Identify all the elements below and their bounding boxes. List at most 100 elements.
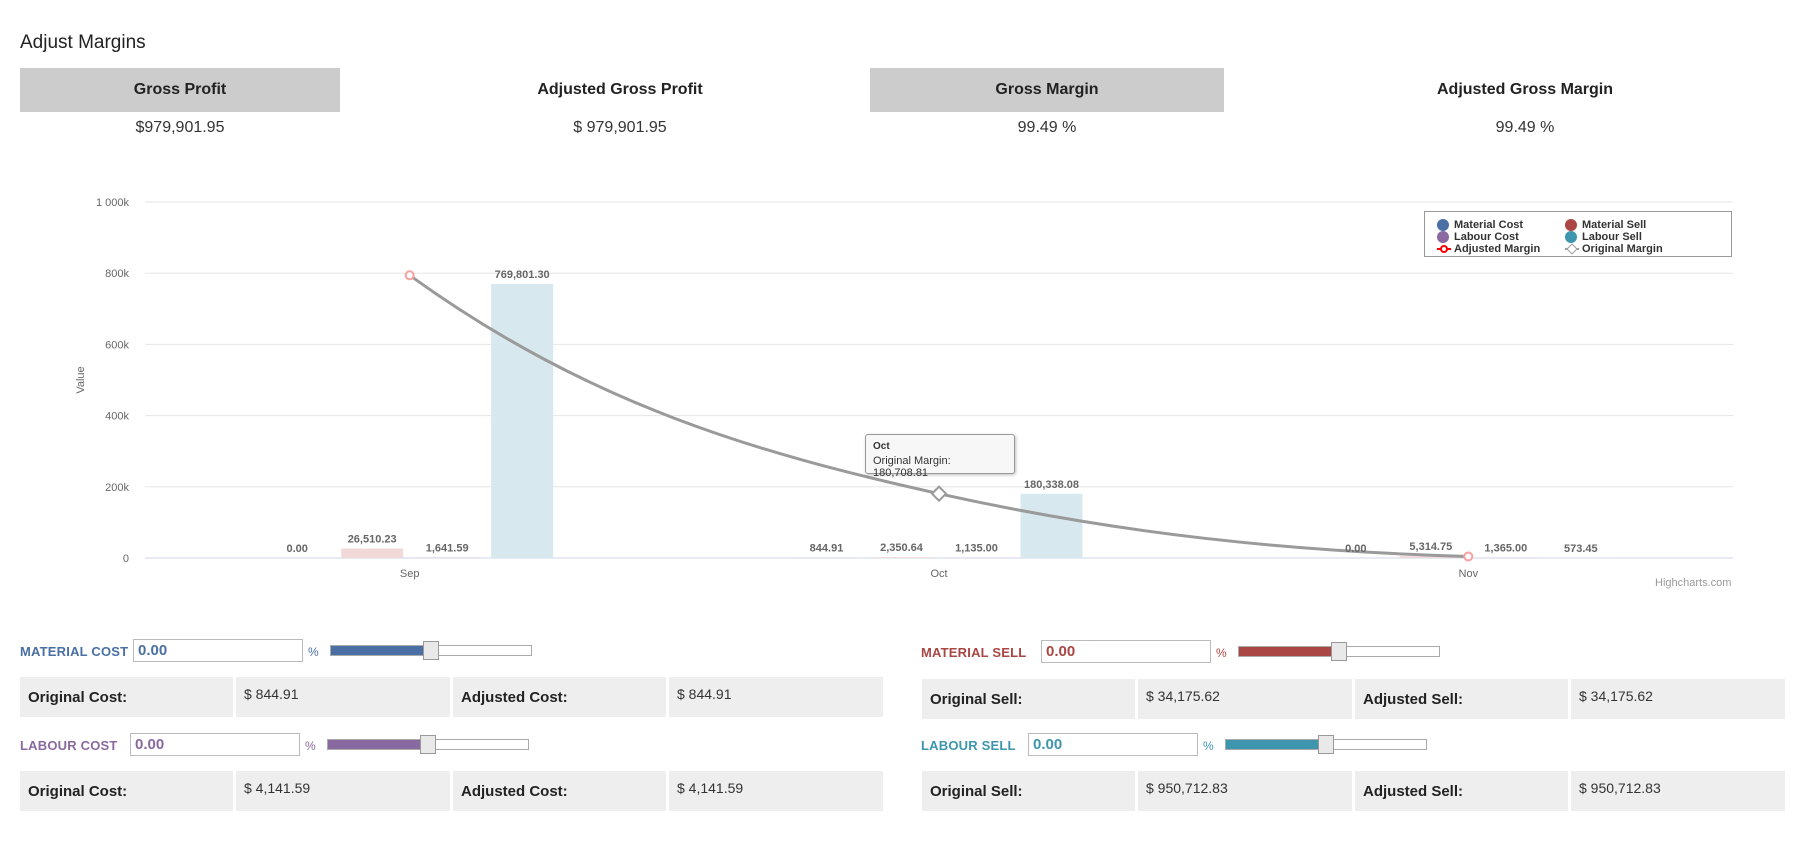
legend-label: Original Margin [1582,243,1663,255]
bar-value-label: 26,510.23 [348,534,397,546]
gross-profit-label: Gross Profit [20,68,340,112]
y-tick-label: 400k [105,411,129,423]
gross-margin-value: 99.49 % [1017,119,1077,136]
labour-sell-original-box: Original Sell: [922,771,1135,811]
original-cost-label: Original Cost: [28,689,128,706]
material-cost-label: MATERIAL COST [20,644,129,659]
y-tick-label: 600k [105,339,129,351]
y-tick-label: 800k [105,268,129,280]
legend-dot-icon [1437,231,1449,243]
legend-label: Material Sell [1582,219,1647,231]
adjusted-cost-label: Adjusted Cost: [461,783,568,800]
bar [870,557,933,558]
original-cost-value: $ 4,141.59 [244,780,311,796]
adjusted-gross-profit-value: $ 979,901.95 [573,119,667,136]
labour-cost-percent-input[interactable] [130,733,300,756]
slider-handle[interactable] [420,735,436,754]
bar-value-label: 5,314.75 [1409,541,1452,553]
original-sell-label: Original Sell: [930,691,1023,708]
labour-sell-adjusted-value-box: $ 950,712.83 [1571,771,1785,811]
bar-value-label: 1,641.59 [426,542,469,554]
labour-cost-adjusted-box: Adjusted Cost: [453,771,666,811]
adjusted-sell-value: $ 950,712.83 [1579,780,1661,796]
bar [341,548,404,558]
adjusted-margin-point [404,270,415,281]
adjusted-cost-value: $ 4,141.59 [677,780,744,796]
material-sell-percent-sign: % [1216,646,1227,660]
original-margin-point-hover [930,485,948,503]
legend-dot-icon [1565,231,1577,243]
labour-sell-percent-sign: % [1203,739,1214,753]
chart-tooltip: Oct Original Margin: 180,708.81 [865,434,1015,479]
labour-cost-original-box: Original Cost: [20,771,233,811]
adjusted-sell-label: Adjusted Sell: [1363,783,1464,800]
gross-profit-value: $979,901.95 [135,119,225,136]
chart-legend: Material Cost Material Sell Labour Cost … [1424,211,1732,257]
labour-cost-label: LABOUR COST [20,738,118,753]
labour-sell-slider[interactable] [1225,735,1427,754]
labour-cost-original-value-box: $ 4,141.59 [236,771,450,811]
bar [416,557,479,558]
page-title: Adjust Margins [20,32,146,53]
bar-value-label: 180,338.08 [1024,479,1079,491]
legend-dot-icon [1565,219,1577,231]
material-cost-adjusted-box: Adjusted Cost: [453,677,666,717]
adjusted-gross-margin-label: Adjusted Gross Margin [1436,81,1614,98]
legend-dot-icon [1437,219,1449,231]
material-cost-percent-sign: % [308,645,319,659]
material-sell-adjusted-box: Adjusted Sell: [1355,679,1568,719]
labour-cost-slider[interactable] [327,735,529,754]
x-tick-label: Sep [400,568,420,580]
highcharts-credit[interactable]: Highcharts.com [1655,577,1732,589]
slider-fill [328,740,428,749]
original-cost-value: $ 844.91 [244,686,299,702]
material-sell-adjusted-value-box: $ 34,175.62 [1571,679,1785,719]
y-axis-title: Value [75,366,87,393]
slider-handle[interactable] [1318,735,1334,754]
adjusted-sell-label: Adjusted Sell: [1363,691,1464,708]
bar-value-label: 2,350.64 [880,542,924,554]
adjusted-gross-profit-card: Adjusted Gross Profit $ 979,901.95 [440,68,800,137]
tooltip-text: Original Margin: 180,708.81 [873,455,951,479]
bar [1020,493,1083,558]
x-tick-label: Nov [1459,568,1479,580]
bar-value-label: 573.45 [1564,543,1598,555]
material-cost-slider[interactable] [330,641,532,660]
legend-label: Labour Cost [1454,231,1519,243]
gross-profit-card: Gross Profit $979,901.95 [20,68,340,137]
bar-value-label: 1,365.00 [1484,543,1527,555]
y-tick-label: 200k [105,482,129,494]
slider-fill [331,646,431,655]
labour-sell-percent-input[interactable] [1028,733,1198,756]
material-sell-original-value-box: $ 34,175.62 [1138,679,1352,719]
legend-label: Labour Sell [1582,231,1642,243]
adjusted-gross-margin-value: 99.49 % [1495,119,1555,136]
y-tick-label: 0 [123,553,129,565]
legend-marker-icon [1566,243,1578,255]
material-cost-original-value-box: $ 844.91 [236,677,450,717]
bar [1399,556,1462,558]
legend-marker-icon [1440,245,1448,253]
bar-value-label: 0.00 [286,543,307,555]
labour-sell-label: LABOUR SELL [921,738,1016,753]
margins-chart: 0 200k 400k 600k 800k 1 000k Value Sep Oct Nov 0.0… [75,197,1733,580]
labour-sell-original-value-box: $ 950,712.83 [1138,771,1352,811]
original-sell-value: $ 950,712.83 [1146,780,1228,796]
slider-fill [1239,647,1339,656]
material-sell-slider[interactable] [1238,642,1440,661]
slider-handle[interactable] [1331,642,1347,661]
x-tick-label: Oct [930,568,947,580]
material-sell-original-box: Original Sell: [922,679,1135,719]
tooltip-title: Oct [873,441,890,452]
material-cost-percent-input[interactable] [133,639,303,662]
adjusted-gross-margin-card: Adjusted Gross Margin 99.49 % [1310,68,1740,137]
original-cost-label: Original Cost: [28,783,128,800]
labour-sell-adjusted-box: Adjusted Sell: [1355,771,1568,811]
slider-fill [1226,740,1326,749]
material-sell-percent-input[interactable] [1041,640,1211,663]
adjusted-cost-value: $ 844.91 [677,686,732,702]
slider-handle[interactable] [423,641,439,660]
adjusted-gross-profit-label: Adjusted Gross Profit [537,81,703,98]
original-sell-label: Original Sell: [930,783,1023,800]
bar [491,283,554,558]
